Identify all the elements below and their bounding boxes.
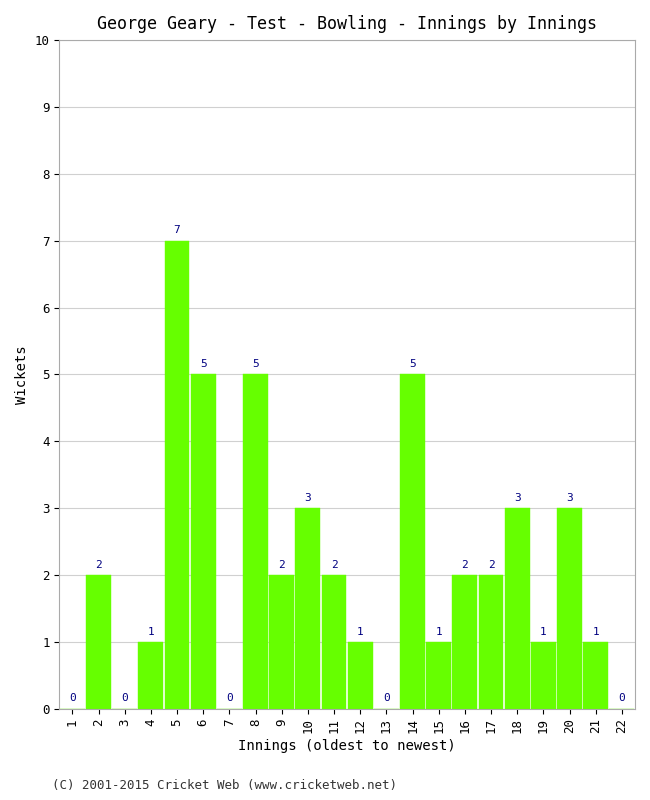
Bar [191,374,216,709]
Text: 5: 5 [252,359,259,369]
Text: 5: 5 [410,359,416,369]
Text: 2: 2 [488,560,495,570]
Bar [322,575,346,709]
Bar [583,642,608,709]
Bar [557,508,582,709]
Text: 1: 1 [357,626,363,637]
Bar [296,508,320,709]
Bar [348,642,372,709]
Bar [426,642,451,709]
Text: 2: 2 [278,560,285,570]
Text: 0: 0 [122,694,128,703]
Title: George Geary - Test - Bowling - Innings by Innings: George Geary - Test - Bowling - Innings … [97,15,597,33]
X-axis label: Innings (oldest to newest): Innings (oldest to newest) [239,739,456,753]
Text: 0: 0 [226,694,233,703]
Text: 0: 0 [619,694,625,703]
Text: 7: 7 [174,226,181,235]
Text: 3: 3 [566,493,573,502]
Text: 1: 1 [436,626,442,637]
Text: 1: 1 [148,626,154,637]
Text: 0: 0 [69,694,76,703]
Text: 5: 5 [200,359,207,369]
Bar [505,508,530,709]
Text: 2: 2 [462,560,468,570]
Bar [164,241,189,709]
Text: (C) 2001-2015 Cricket Web (www.cricketweb.net): (C) 2001-2015 Cricket Web (www.cricketwe… [52,779,397,792]
Text: 1: 1 [592,626,599,637]
Bar [531,642,556,709]
Text: 3: 3 [304,493,311,502]
Text: 2: 2 [331,560,337,570]
Bar [138,642,163,709]
Bar [269,575,294,709]
Bar [86,575,111,709]
Text: 3: 3 [514,493,521,502]
Text: 1: 1 [540,626,547,637]
Text: 0: 0 [383,694,390,703]
Bar [478,575,504,709]
Text: 2: 2 [95,560,102,570]
Y-axis label: Wickets: Wickets [15,345,29,404]
Bar [452,575,477,709]
Bar [400,374,425,709]
Bar [243,374,268,709]
